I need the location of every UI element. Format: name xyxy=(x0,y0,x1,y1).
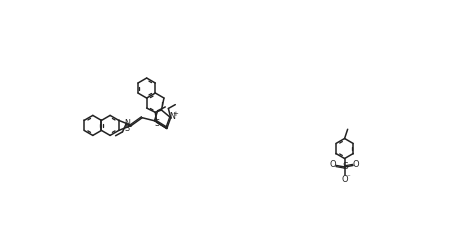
Text: N: N xyxy=(169,112,175,121)
Text: O: O xyxy=(352,160,359,169)
Text: S: S xyxy=(124,124,129,133)
Text: +: + xyxy=(172,111,178,117)
Text: S: S xyxy=(154,119,159,128)
Text: ⁻: ⁻ xyxy=(346,174,349,180)
Text: O: O xyxy=(340,175,347,184)
Text: O: O xyxy=(329,160,336,169)
Text: N: N xyxy=(124,119,130,128)
Text: S: S xyxy=(342,163,348,172)
